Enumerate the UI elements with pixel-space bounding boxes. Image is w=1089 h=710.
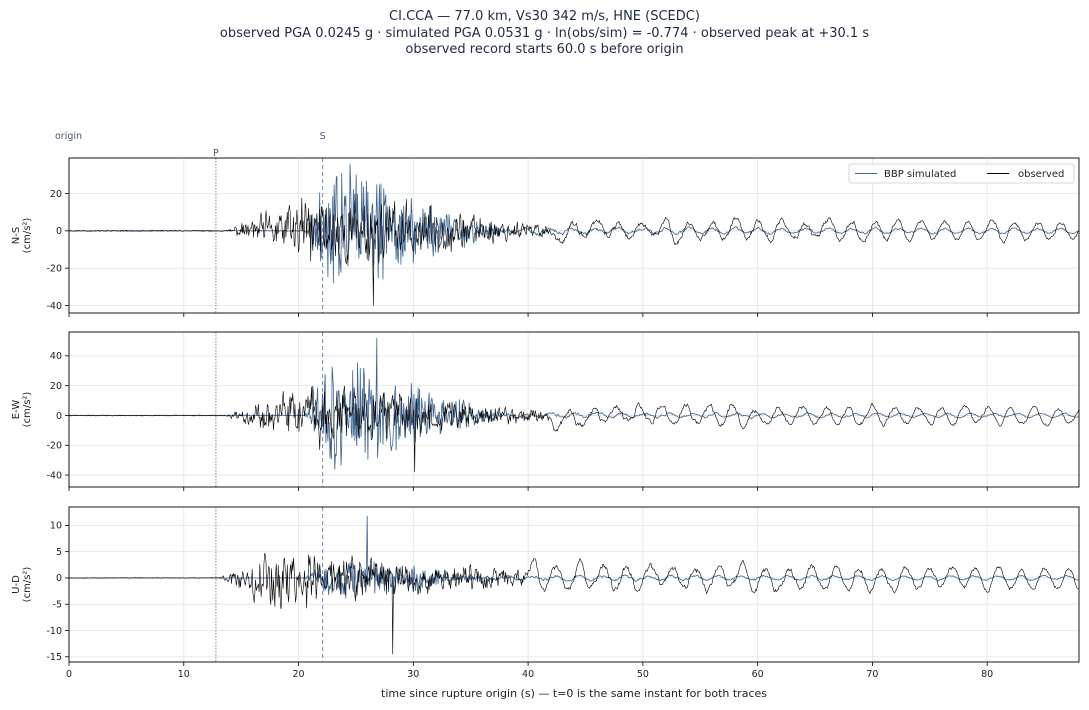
axes-frame	[68, 506, 1080, 663]
y-tick-label: -5	[53, 600, 62, 611]
x-tick-label: 20	[292, 669, 304, 680]
series-bbp-simulated	[69, 337, 1079, 470]
figure-title: CI.CCA — 77.0 km, Vs30 342 m/s, HNE (SCE…	[220, 9, 869, 57]
series-observed	[69, 552, 1079, 655]
y-axis-unit: (cm/s²)	[22, 392, 33, 428]
y-tick-label: 40	[50, 351, 62, 362]
x-tick-label: 0	[66, 669, 72, 680]
x-tick-label: 10	[178, 669, 190, 680]
y-tick-label: 0	[56, 573, 62, 584]
y-tick-label: 5	[56, 547, 62, 558]
legend: BBP simulated observed	[848, 163, 1075, 184]
title-line-3: observed record starts 60.0 s before ori…	[405, 42, 683, 57]
y-axis-component: N-S	[11, 227, 22, 244]
y-axis-component: E-W	[11, 400, 22, 420]
axes-frame	[68, 331, 1080, 488]
y-tick-label: -20	[46, 263, 62, 274]
series-observed	[69, 197, 1079, 306]
panel-u-d: -15 -10 -5 0 5 10 0 10 20 30 40 50 60 70 80 U-D(cm/s²)	[11, 506, 1080, 680]
panel-n-s: -40 -20 0 20 N-S(cm/s²) origin P S BBP simulated…	[11, 131, 1080, 317]
y-tick-label: -10	[46, 626, 62, 637]
panel-e-w: -40 -20 0 20 40 E-W(cm/s²)	[11, 331, 1080, 491]
x-tick-label: 80	[981, 669, 993, 680]
y-tick-label: 20	[50, 381, 62, 392]
series-observed	[69, 385, 1079, 473]
y-tick-label: -15	[46, 652, 62, 663]
title-line-1: CI.CCA — 77.0 km, Vs30 342 m/s, HNE (SCE…	[389, 9, 700, 24]
y-axis-label: N-S(cm/s²)	[11, 218, 33, 254]
x-tick-label: 70	[866, 669, 878, 680]
y-tick-label: 0	[56, 411, 62, 422]
series-bbp-simulated	[69, 163, 1079, 284]
legend-box	[848, 163, 1075, 184]
y-tick-label: -20	[46, 441, 62, 452]
traces	[69, 337, 1079, 473]
y-axis-unit: (cm/s²)	[22, 218, 33, 254]
x-tick-label: 40	[522, 669, 534, 680]
x-tick-label: 50	[637, 669, 649, 680]
legend-label-simulated: BBP simulated	[884, 169, 956, 180]
y-axis-label: U-D(cm/s²)	[11, 567, 33, 603]
y-tick-label: 10	[50, 521, 62, 532]
legend-label-observed: observed	[1018, 169, 1064, 180]
y-tick-label: -40	[46, 301, 62, 312]
y-tick-label: -40	[46, 470, 62, 481]
phase-label-origin: origin	[55, 131, 82, 142]
title-line-2: observed PGA 0.0245 g · simulated PGA 0.…	[220, 26, 869, 41]
y-axis-unit: (cm/s²)	[22, 567, 33, 603]
y-axis-component: U-D	[11, 575, 22, 594]
y-tick-label: 0	[56, 226, 62, 237]
series-bbp-simulated	[69, 515, 1079, 599]
phase-label-s: S	[320, 131, 326, 142]
y-tick-label: 20	[50, 189, 62, 200]
x-tick-label: 30	[407, 669, 419, 680]
x-tick-label: 60	[752, 669, 764, 680]
axes-frame	[68, 157, 1080, 314]
y-axis-label: E-W(cm/s²)	[11, 392, 33, 428]
traces	[69, 163, 1079, 306]
traces	[69, 515, 1079, 655]
phase-label-p: P	[213, 148, 219, 159]
x-axis-label: time since rupture origin (s) — t=0 is t…	[381, 687, 767, 700]
